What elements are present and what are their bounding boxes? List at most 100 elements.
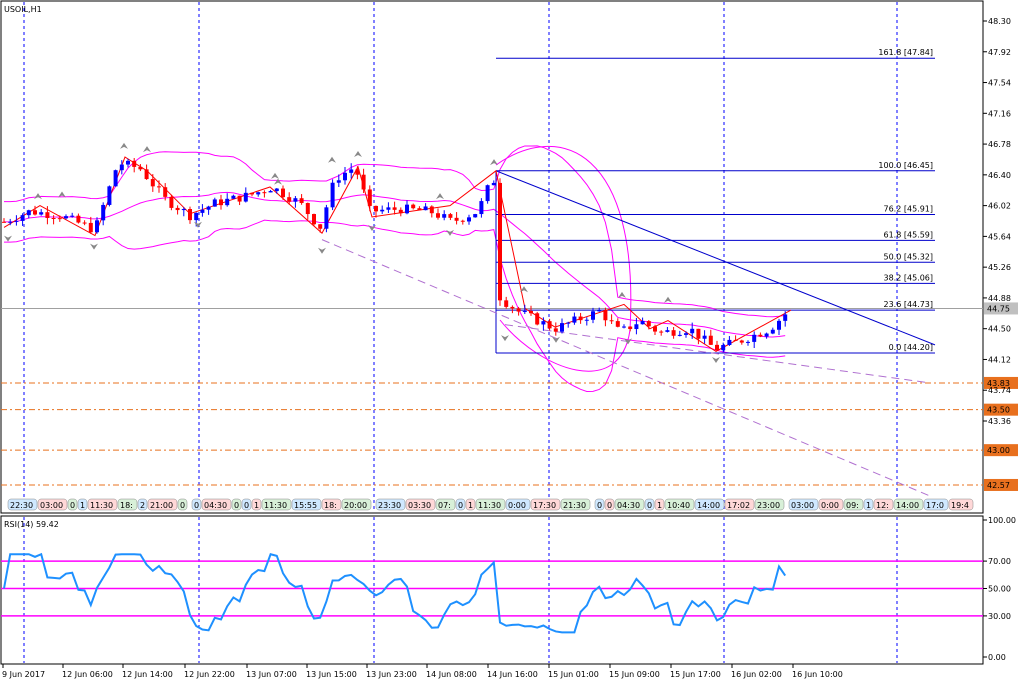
rsi-tick-label: 0.00 [988,653,1006,662]
time-box [435,498,456,511]
time-box [455,498,466,511]
candle-body [553,328,558,332]
price-tick-label: 47.54 [988,79,1011,88]
time-box-label: 0 [70,501,75,510]
candle-body [591,311,595,320]
candle-body [299,198,304,204]
fractal-arrow-icon [120,142,128,149]
time-box-label: 17:30 [533,501,556,510]
time-boxes: 22:30 03:00 0 1 11:30 18: 2 21:00 0 0 04:30 0 0 1 11:3… [7,498,974,511]
rsi-tick-label: 30.00 [988,612,1011,621]
fractal-arrow-icon [501,335,509,342]
candle-body [529,310,533,314]
time-box-label: 0:00 [508,501,526,510]
candle-body [336,180,341,183]
candlesticks [2,158,788,353]
time-box-label: 03:30 [408,501,431,510]
candle-body [560,323,564,332]
candle-body [231,195,236,199]
rsi-tick-label: 50.00 [988,585,1011,594]
rsi-line [3,552,787,634]
main-chart-panel[interactable] [0,0,984,514]
time-box [201,498,232,511]
price-tick-label: 47.16 [988,109,1011,118]
candle-body [634,324,639,330]
candle-body [752,334,757,342]
candle-body [715,344,719,351]
candle-body [101,204,106,221]
candle-body [82,222,87,224]
candle-body [442,214,447,218]
time-tick-label: 15 Jun 09:00 [609,670,660,679]
candle-body [535,313,540,325]
time-box-label: 14:00 [896,501,919,510]
fractal-arrow-icon [34,193,42,200]
bollinger-middle [3,191,786,338]
time-box [321,498,342,511]
time-box-label: 18: [120,501,133,510]
rsi-panel[interactable] [0,515,984,665]
candle-body [485,185,490,202]
candle-body [417,208,422,211]
fractal-arrow-icon [274,178,282,185]
time-box [137,498,148,511]
candle-body [671,330,676,336]
candle-body [609,320,614,322]
candle-body [739,340,744,343]
price-tick-label: 47.92 [988,48,1011,57]
fib-label: 0.0 [44.20] [889,343,933,352]
time-box-label: 1 [657,501,662,510]
candle-body [398,209,403,214]
candle-body [225,198,230,206]
price-tick-label: 48.30 [988,17,1011,26]
fractal-arrow-icon [143,146,151,153]
price-tick-label: 44.12 [988,355,1011,364]
time-box [505,498,531,511]
time-box-label: 11:30 [264,501,287,510]
time-tick-label: 15 Jun 01:00 [548,670,599,679]
rsi-indicator [1,552,983,634]
candle-body [783,314,788,321]
time-box [694,498,725,511]
time-box [251,498,262,511]
candle-body [132,160,137,167]
rsi-tick-label: 70.00 [988,557,1011,566]
candle-body [677,334,682,336]
time-box [37,498,68,511]
price-tick-label: 45.26 [988,263,1011,272]
time-box [644,498,655,511]
candle-body [188,209,192,221]
candle-body [57,218,62,220]
candle-body [287,197,292,202]
candle-body [597,310,602,312]
time-box [923,498,949,511]
current-price-badge [984,302,1018,315]
fractal-arrow-icon [436,193,444,200]
candle-body [206,206,211,210]
time-box [375,498,406,511]
candle-body [281,188,285,198]
time-box-label: 0 [180,501,185,510]
fib-label: 38.2 [45.06] [884,273,934,282]
fib-label: 50.0 [45.32] [884,252,934,261]
fractal-arrow-icon [446,229,454,236]
candle-body [367,189,372,206]
fractal-arrow-icon [328,156,336,163]
candle-body [163,187,168,197]
candle-body [392,207,397,210]
candle-body [2,221,6,223]
time-tick-label: 15 Jun 17:00 [670,670,721,679]
time-tick-label: 12 Jun 14:00 [122,670,173,679]
zigzag-line [3,156,792,352]
time-box-label: 2 [140,501,145,510]
candle-body [448,214,453,218]
time-box-label: 22:30 [10,501,33,510]
rsi-tick-label: 100.00 [988,516,1016,525]
time-tick-label: 14 Jun 16:00 [487,670,538,679]
fractal-arrow-icon [4,235,12,242]
fib-label: 61.8 [45.59] [884,230,934,239]
candle-body [572,316,577,323]
candle-body [250,192,254,195]
candle-body [758,334,763,337]
